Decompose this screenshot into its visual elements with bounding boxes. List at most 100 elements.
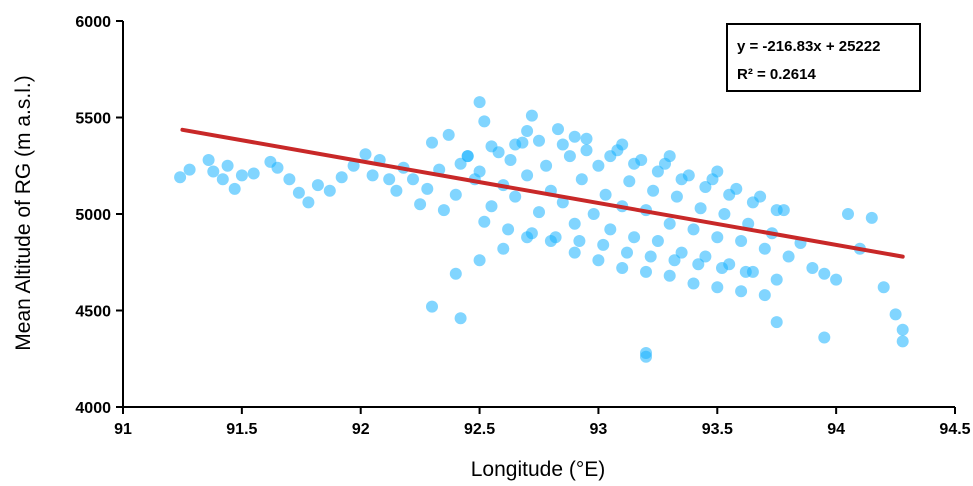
data-point bbox=[587, 208, 600, 220]
data-point bbox=[366, 169, 379, 182]
data-point bbox=[687, 223, 700, 236]
data-point bbox=[509, 190, 522, 203]
x-tick-label: 94 bbox=[827, 421, 845, 438]
x-tick-label: 91 bbox=[114, 421, 132, 438]
data-point bbox=[694, 202, 707, 215]
data-point bbox=[454, 312, 467, 325]
data-point bbox=[247, 167, 260, 180]
data-point bbox=[549, 231, 562, 244]
data-point bbox=[407, 173, 419, 186]
data-point bbox=[675, 173, 688, 186]
data-point bbox=[782, 250, 795, 263]
data-point bbox=[414, 198, 427, 211]
data-point bbox=[668, 254, 681, 267]
data-point bbox=[889, 308, 902, 321]
data-point bbox=[563, 150, 576, 163]
data-point bbox=[478, 115, 491, 128]
data-point bbox=[568, 217, 581, 230]
data-point bbox=[509, 138, 522, 151]
data-point bbox=[207, 165, 220, 178]
data-point bbox=[292, 186, 305, 199]
data-point bbox=[699, 250, 712, 263]
data-point bbox=[718, 208, 731, 220]
data-point bbox=[347, 159, 360, 172]
data-point bbox=[485, 140, 498, 153]
data-point bbox=[692, 258, 705, 271]
y-tick-label: 4000 bbox=[75, 400, 111, 417]
data-point bbox=[473, 96, 486, 109]
tick-labels: 91 91.5 92 92.5 93 93.5 94 94.5 4000 4500 5000 5500… bbox=[75, 14, 970, 438]
data-point bbox=[597, 238, 610, 251]
data-point bbox=[604, 223, 617, 236]
data-point bbox=[473, 254, 486, 267]
data-point bbox=[335, 171, 348, 184]
data-point bbox=[735, 235, 748, 247]
y-tick-label: 5500 bbox=[75, 111, 111, 128]
data-point bbox=[221, 159, 234, 172]
data-point bbox=[473, 165, 486, 178]
data-point bbox=[174, 171, 187, 184]
data-point bbox=[421, 182, 434, 195]
data-point bbox=[521, 125, 534, 137]
data-point bbox=[426, 136, 438, 149]
data-point bbox=[711, 281, 724, 294]
data-point bbox=[521, 169, 534, 182]
data-point bbox=[502, 223, 515, 236]
data-point bbox=[739, 265, 752, 278]
data-point bbox=[770, 316, 783, 329]
data-point bbox=[568, 130, 581, 143]
data-point bbox=[896, 323, 909, 336]
trendline-line bbox=[180, 127, 905, 259]
data-point bbox=[426, 300, 438, 313]
data-point bbox=[592, 159, 605, 172]
data-point bbox=[202, 154, 215, 166]
data-point bbox=[383, 173, 396, 186]
x-tick-label: 94.5 bbox=[939, 421, 970, 438]
data-point bbox=[449, 188, 462, 201]
data-point bbox=[644, 250, 657, 263]
data-point bbox=[599, 188, 612, 201]
data-point bbox=[818, 267, 831, 280]
data-point bbox=[628, 231, 641, 244]
data-point bbox=[651, 235, 664, 247]
data-point bbox=[552, 123, 564, 136]
data-point bbox=[540, 159, 553, 172]
data-point bbox=[283, 173, 296, 186]
data-point bbox=[663, 269, 676, 282]
data-point bbox=[711, 165, 724, 178]
data-point bbox=[628, 157, 641, 170]
data-point bbox=[675, 246, 688, 259]
r-squared-text: R² = 0.2614 bbox=[737, 66, 816, 83]
y-tick-label: 6000 bbox=[75, 14, 111, 31]
data-point bbox=[663, 217, 676, 230]
data-point bbox=[723, 188, 736, 201]
data-point bbox=[573, 235, 586, 247]
data-point bbox=[830, 273, 843, 286]
data-point bbox=[687, 277, 700, 290]
data-point bbox=[716, 262, 728, 274]
data-point bbox=[449, 267, 462, 280]
x-tick-label: 93.5 bbox=[702, 421, 733, 438]
data-point bbox=[592, 254, 605, 267]
data-point bbox=[533, 134, 545, 147]
data-point bbox=[746, 196, 759, 209]
data-point bbox=[896, 335, 909, 348]
data-point bbox=[525, 227, 538, 240]
data-point bbox=[556, 196, 569, 209]
data-point bbox=[742, 217, 755, 230]
data-point bbox=[865, 211, 878, 224]
data-point bbox=[183, 163, 196, 176]
data-point bbox=[575, 173, 588, 186]
y-tick-label: 5000 bbox=[75, 207, 111, 224]
data-point bbox=[390, 184, 403, 197]
data-point bbox=[359, 148, 372, 161]
data-point bbox=[580, 132, 593, 145]
data-point bbox=[478, 215, 491, 228]
x-axis-title: Longitude (°E) bbox=[471, 458, 605, 481]
axes bbox=[116, 20, 956, 414]
data-point bbox=[235, 169, 248, 182]
data-point bbox=[604, 150, 617, 163]
data-point bbox=[758, 289, 771, 302]
data-point bbox=[842, 208, 854, 220]
data-point bbox=[485, 200, 498, 213]
